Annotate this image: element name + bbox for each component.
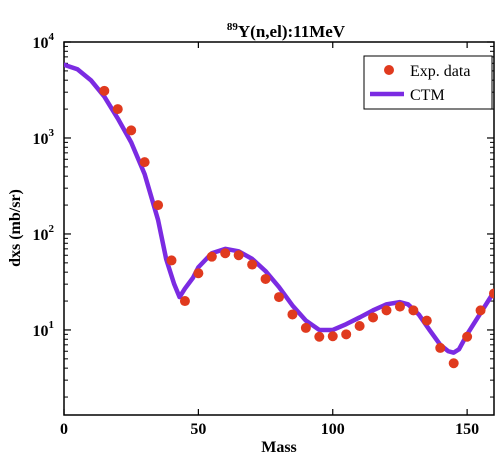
exp-data-point: [354, 320, 365, 331]
y-axis-label: dxs (mb/sr): [7, 189, 24, 267]
exp-data-point: [368, 312, 379, 323]
exp-data-point: [327, 331, 338, 342]
y-axis: 101 102 103 104: [33, 31, 494, 398]
chart-title-superscript: 89: [227, 21, 239, 33]
exp-data-point: [462, 331, 473, 342]
legend-box: [363, 55, 493, 110]
exp-data-point: [408, 305, 419, 316]
exp-data-point: [260, 273, 271, 284]
legend-exp-marker: [384, 65, 394, 75]
exp-data-point: [341, 329, 352, 340]
exp-data-point: [99, 85, 110, 96]
exp-data-point: [287, 309, 298, 320]
x-axis-label: Mass: [261, 439, 297, 455]
exp-data-point: [179, 296, 190, 307]
exp-data-point: [300, 322, 311, 333]
chart-title: 89Y(n,el):11MeV: [227, 21, 346, 41]
exp-data-point: [139, 157, 150, 168]
exp-data-point: [489, 288, 494, 299]
y-tick-label: 103: [33, 127, 55, 148]
exp-data-point: [381, 305, 392, 316]
x-tick-label: 100: [321, 421, 345, 438]
exp-data-point: [475, 305, 486, 316]
y-tick-label: 104: [33, 31, 55, 52]
exp-data-point: [233, 250, 244, 261]
exp-data-point: [193, 268, 204, 279]
legend: Exp. data CTM: [363, 55, 493, 110]
exp-data-point: [421, 315, 432, 326]
y-tick-label: 102: [33, 223, 55, 244]
x-tick-label: 150: [455, 421, 479, 438]
exp-data-point: [247, 259, 258, 270]
exp-data-point: [274, 292, 284, 303]
exp-data-point: [394, 301, 405, 312]
legend-exp-label: Exp. data: [410, 63, 470, 80]
exp-data-points: [99, 85, 494, 369]
legend-ctm-label: CTM: [410, 87, 445, 104]
exp-data-point: [166, 255, 177, 266]
x-axis: 0 50 100 150: [60, 42, 479, 438]
x-tick-label: 0: [60, 421, 68, 438]
exp-data-point: [206, 251, 217, 262]
exp-data-point: [112, 104, 123, 115]
chart-title-main: Y(n,el):11MeV: [238, 22, 346, 41]
exp-data-point: [126, 125, 137, 136]
ctm-series-line: [64, 62, 494, 355]
exp-data-point: [314, 331, 325, 342]
exp-data-point: [435, 342, 446, 353]
y-tick-label: 101: [33, 319, 55, 340]
exp-data-point: [448, 358, 459, 369]
exp-data-point: [220, 248, 231, 259]
exp-data-point: [153, 200, 164, 211]
x-tick-label: 50: [190, 421, 206, 438]
